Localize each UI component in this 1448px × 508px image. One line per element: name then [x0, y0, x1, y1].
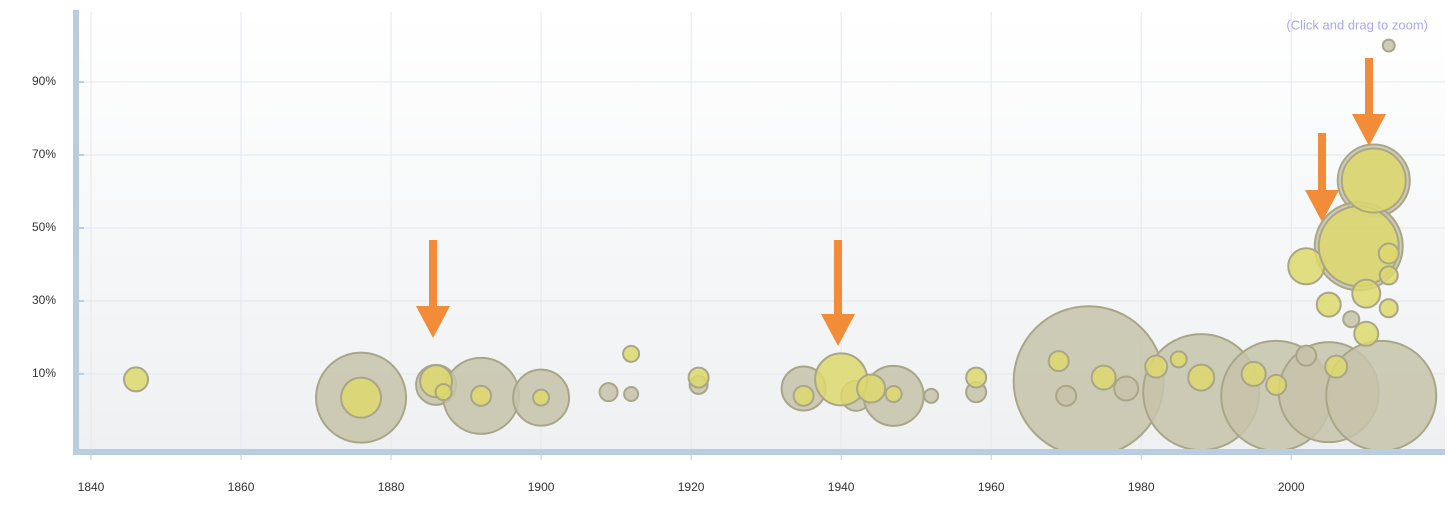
bubble: [1090, 364, 1117, 391]
bubble: [1265, 373, 1288, 396]
bubble: [340, 376, 383, 419]
bubble: [1324, 354, 1349, 379]
bubble: [687, 366, 710, 389]
x-tick-label: 1840: [78, 480, 105, 494]
y-tick-label: 90%: [32, 74, 56, 88]
bubble: [856, 373, 887, 404]
bubble: [1351, 278, 1382, 309]
bubble: [1169, 350, 1188, 369]
y-tick-label: 10%: [32, 366, 56, 380]
bubble: [1315, 291, 1342, 318]
bubble: [1378, 298, 1399, 319]
bubble: [1353, 320, 1380, 347]
bubble: [622, 344, 641, 363]
bubble: [1377, 242, 1400, 265]
x-tick-label: 2000: [1278, 480, 1305, 494]
bubble: [623, 385, 640, 402]
bubble: [1240, 360, 1267, 387]
zoom-hint: (Click and drag to zoom): [1286, 17, 1428, 32]
arrows: [416, 58, 1386, 346]
y-tick-label: 70%: [32, 147, 56, 161]
x-tick-label: 1940: [828, 480, 855, 494]
bubble: [1055, 384, 1078, 407]
x-tick-label: 1980: [1128, 480, 1155, 494]
bubble: [923, 387, 940, 404]
bubble: [123, 366, 150, 393]
x-tick-label: 1920: [678, 480, 705, 494]
x-tick-label: 1900: [528, 480, 555, 494]
bubble: [1342, 310, 1361, 329]
bubble: [965, 366, 988, 389]
bubble: [470, 384, 493, 407]
bubble: [1378, 265, 1399, 286]
x-tick-label: 1860: [228, 480, 255, 494]
bubble: [1381, 38, 1396, 53]
bubble: [1340, 147, 1407, 214]
x-tick-label: 1960: [978, 480, 1005, 494]
bubble: [792, 384, 815, 407]
x-tick-label: 1880: [378, 480, 405, 494]
bubble: [884, 384, 903, 403]
y-tick-label: 30%: [32, 293, 56, 307]
bubble: [598, 382, 619, 403]
bubble: [1144, 354, 1169, 379]
bubble: [1047, 350, 1070, 373]
bubble: [1187, 363, 1216, 392]
bubble: [1295, 344, 1318, 367]
bubble: [532, 388, 551, 407]
bubble: [434, 383, 453, 402]
bubble: [1012, 305, 1165, 452]
y-tick-label: 50%: [32, 220, 56, 234]
bubble: [1113, 375, 1140, 402]
